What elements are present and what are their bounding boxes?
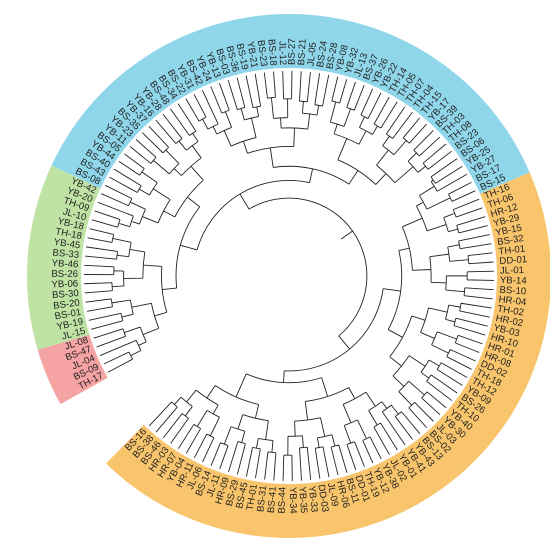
leaf-label: HR-02 bbox=[495, 313, 524, 329]
clade-band-green bbox=[27, 165, 101, 350]
leaf-label: BS-10 bbox=[499, 285, 526, 298]
leaf-label: DD-01 bbox=[499, 254, 527, 267]
leaf-label: YB-14 bbox=[500, 275, 528, 287]
leaf-label: JL-09 bbox=[325, 482, 340, 508]
leaf-label: HR-04 bbox=[498, 294, 527, 308]
leaf-label: YB-15 bbox=[495, 223, 523, 239]
leaf-label: BS-21 bbox=[296, 38, 309, 65]
leaf-label: YB-34 bbox=[287, 487, 298, 515]
leaf-label: BS-24 bbox=[315, 40, 330, 69]
leaf-label: YB-46 bbox=[51, 258, 78, 270]
leaf-label: BS-18 bbox=[266, 39, 279, 66]
leaf-label: BS-44 bbox=[277, 486, 289, 514]
leaf-label: BS-20 bbox=[53, 297, 81, 311]
clade-bands bbox=[27, 13, 550, 538]
leaf-label: YB-45 bbox=[53, 237, 81, 252]
leaf-label: YB-06 bbox=[51, 278, 78, 290]
leaf-label: BS-33 bbox=[52, 247, 80, 261]
leaf-label: YB-35 bbox=[296, 486, 309, 513]
leaf-label: DD-03 bbox=[315, 484, 330, 513]
leaf-label: BS-26 bbox=[51, 269, 78, 280]
leaf-label: TH-01 bbox=[245, 483, 260, 511]
tree-branches bbox=[84, 71, 494, 481]
clade-band-red bbox=[37, 334, 108, 405]
leaf-label: JL-01 bbox=[500, 265, 524, 277]
branch-paths bbox=[84, 71, 494, 481]
leaf-label: TH-18 bbox=[54, 226, 82, 242]
leaf-label: JL-12 bbox=[276, 41, 288, 65]
leaf-label: YB-21 bbox=[244, 41, 259, 69]
leaf-label: YB-33 bbox=[306, 485, 320, 513]
leaf-labels: TH-17BS-09JL-04BS-47JL-08JL-15YB-19BS-01… bbox=[51, 38, 527, 514]
leaf-label: BS-27 bbox=[287, 38, 298, 65]
leaf-label: BS-32 bbox=[496, 233, 524, 248]
clade-band-orange bbox=[106, 172, 550, 538]
leaf-label: BS-23 bbox=[255, 39, 269, 67]
clade-band-blue bbox=[51, 13, 530, 194]
leaf-label: BS-45 bbox=[234, 481, 250, 509]
leaf-label: BS-01 bbox=[54, 307, 82, 322]
leaf-label: JL-05 bbox=[306, 42, 319, 67]
leaf-label: BS-30 bbox=[52, 288, 79, 301]
leaf-label: TH-01 bbox=[498, 244, 526, 258]
leaf-label: BS-28 bbox=[324, 42, 340, 70]
leaf-label: BS-41 bbox=[266, 486, 279, 513]
leaf-label: BS-19 bbox=[234, 42, 250, 70]
leaf-label: BS-31 bbox=[255, 485, 269, 513]
leaf-label: TH-02 bbox=[497, 304, 525, 319]
